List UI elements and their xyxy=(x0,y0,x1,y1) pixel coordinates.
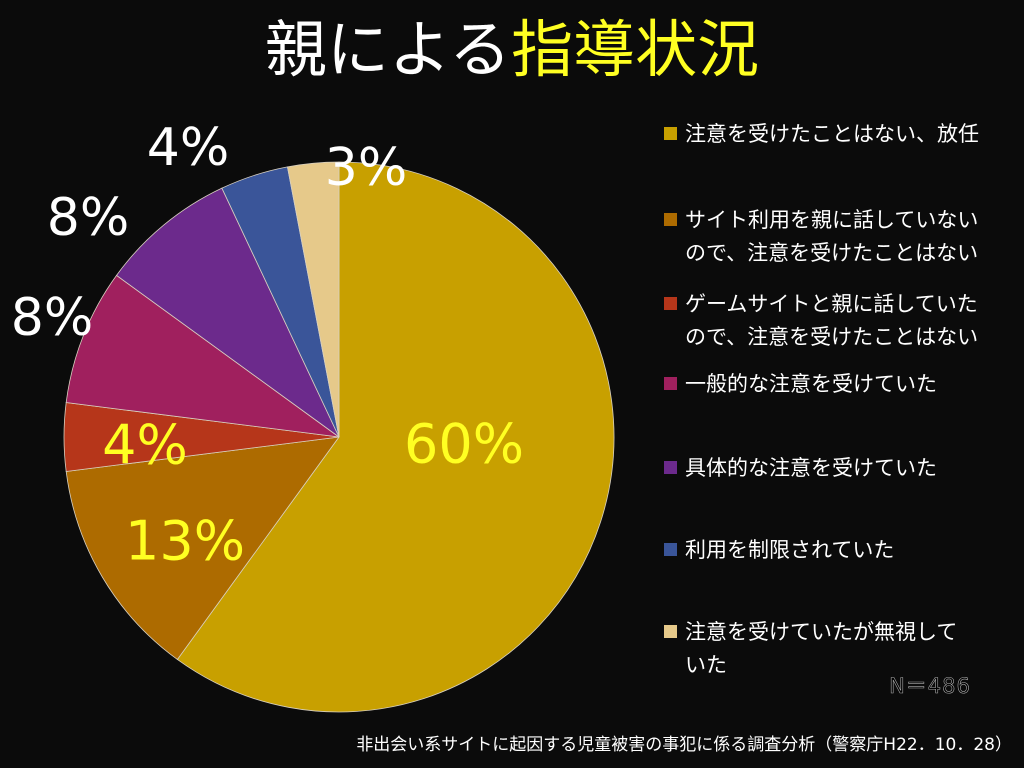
legend-swatch-2 xyxy=(664,213,677,226)
pie-slice-1 xyxy=(176,161,615,713)
legend-swatch-1 xyxy=(664,127,677,140)
legend-swatch-4 xyxy=(664,377,677,390)
legend-label-line: 一般的な注意を受けていた xyxy=(685,372,937,396)
title-part2: 指導状況 xyxy=(511,13,760,86)
legend: 注意を受けたことはない、放任 サイト利用を親に話していない ので、注意を受けたことは… xyxy=(664,118,1020,698)
legend-item-7: 注意を受けていたが無視して いた xyxy=(664,616,1020,682)
pie-data-label-6: 4% xyxy=(147,118,230,178)
legend-swatch-5 xyxy=(664,461,677,474)
pie-data-labels: 60% 13% 4% 8% 8% 4% 3% xyxy=(11,118,524,573)
legend-item-4: 一般的な注意を受けていた xyxy=(664,368,1020,401)
legend-item-5: 具体的な注意を受けていた xyxy=(664,452,1020,485)
legend-swatch-7 xyxy=(664,625,677,638)
legend-item-2: サイト利用を親に話していない ので、注意を受けたことはない xyxy=(664,204,1020,270)
pie-data-label-2: 13% xyxy=(125,510,245,573)
legend-label-line: ゲームサイトと親に話していた xyxy=(685,292,978,316)
legend-label-line: いた xyxy=(685,653,727,677)
pie-data-label-1: 60% xyxy=(404,413,524,476)
page-title: 親による指導状況 xyxy=(0,6,1024,94)
legend-label-6: 利用を制限されていた xyxy=(685,534,894,567)
source-note: 非出会い系サイトに起因する児童被害の事犯に係る調査分析（警察庁H22．10．28… xyxy=(356,735,1012,755)
legend-label-line: 利用を制限されていた xyxy=(685,538,895,562)
legend-label-line: ので、注意を受けたことはない xyxy=(685,325,979,349)
legend-swatch-6 xyxy=(664,543,677,556)
pie-slices xyxy=(63,161,615,713)
pie-data-label-7: 3% xyxy=(325,138,408,198)
legend-label-7: 注意を受けていたが無視して いた xyxy=(685,616,957,682)
legend-label-1: 注意を受けたことはない、放任 xyxy=(685,118,979,151)
title-part1: 親による xyxy=(264,13,512,86)
legend-label-5: 具体的な注意を受けていた xyxy=(685,452,937,485)
legend-label-4: 一般的な注意を受けていた xyxy=(685,368,937,401)
pie-slice-7 xyxy=(287,161,340,438)
pie-data-label-3: 4% xyxy=(102,414,188,477)
sample-size-note: N＝486 xyxy=(889,674,971,699)
legend-label-2: サイト利用を親に話していない ので、注意を受けたことはない xyxy=(685,204,978,270)
pie-data-label-4: 8% xyxy=(11,288,94,348)
legend-item-1: 注意を受けたことはない、放任 xyxy=(664,118,1020,151)
pie-data-label-5: 8% xyxy=(47,188,130,248)
pie-slice-5 xyxy=(115,187,340,438)
legend-label-line: サイト利用を親に話していない xyxy=(685,208,979,232)
pie-slice-2 xyxy=(65,436,340,661)
pie-slice-4 xyxy=(65,274,340,438)
legend-swatch-3 xyxy=(664,297,677,310)
legend-item-6: 利用を制限されていた xyxy=(664,534,1020,567)
legend-label-line: ので、注意を受けたことはない xyxy=(685,241,979,265)
legend-item-3: ゲームサイトと親に話していた ので、注意を受けたことはない xyxy=(664,288,1020,354)
legend-label-line: 具体的な注意を受けていた xyxy=(685,456,937,480)
legend-label-line: 注意を受けたことはない、放任 xyxy=(685,122,979,146)
legend-label-line: 注意を受けていたが無視して xyxy=(685,620,958,644)
legend-label-3: ゲームサイトと親に話していた ので、注意を受けたことはない xyxy=(685,288,978,354)
